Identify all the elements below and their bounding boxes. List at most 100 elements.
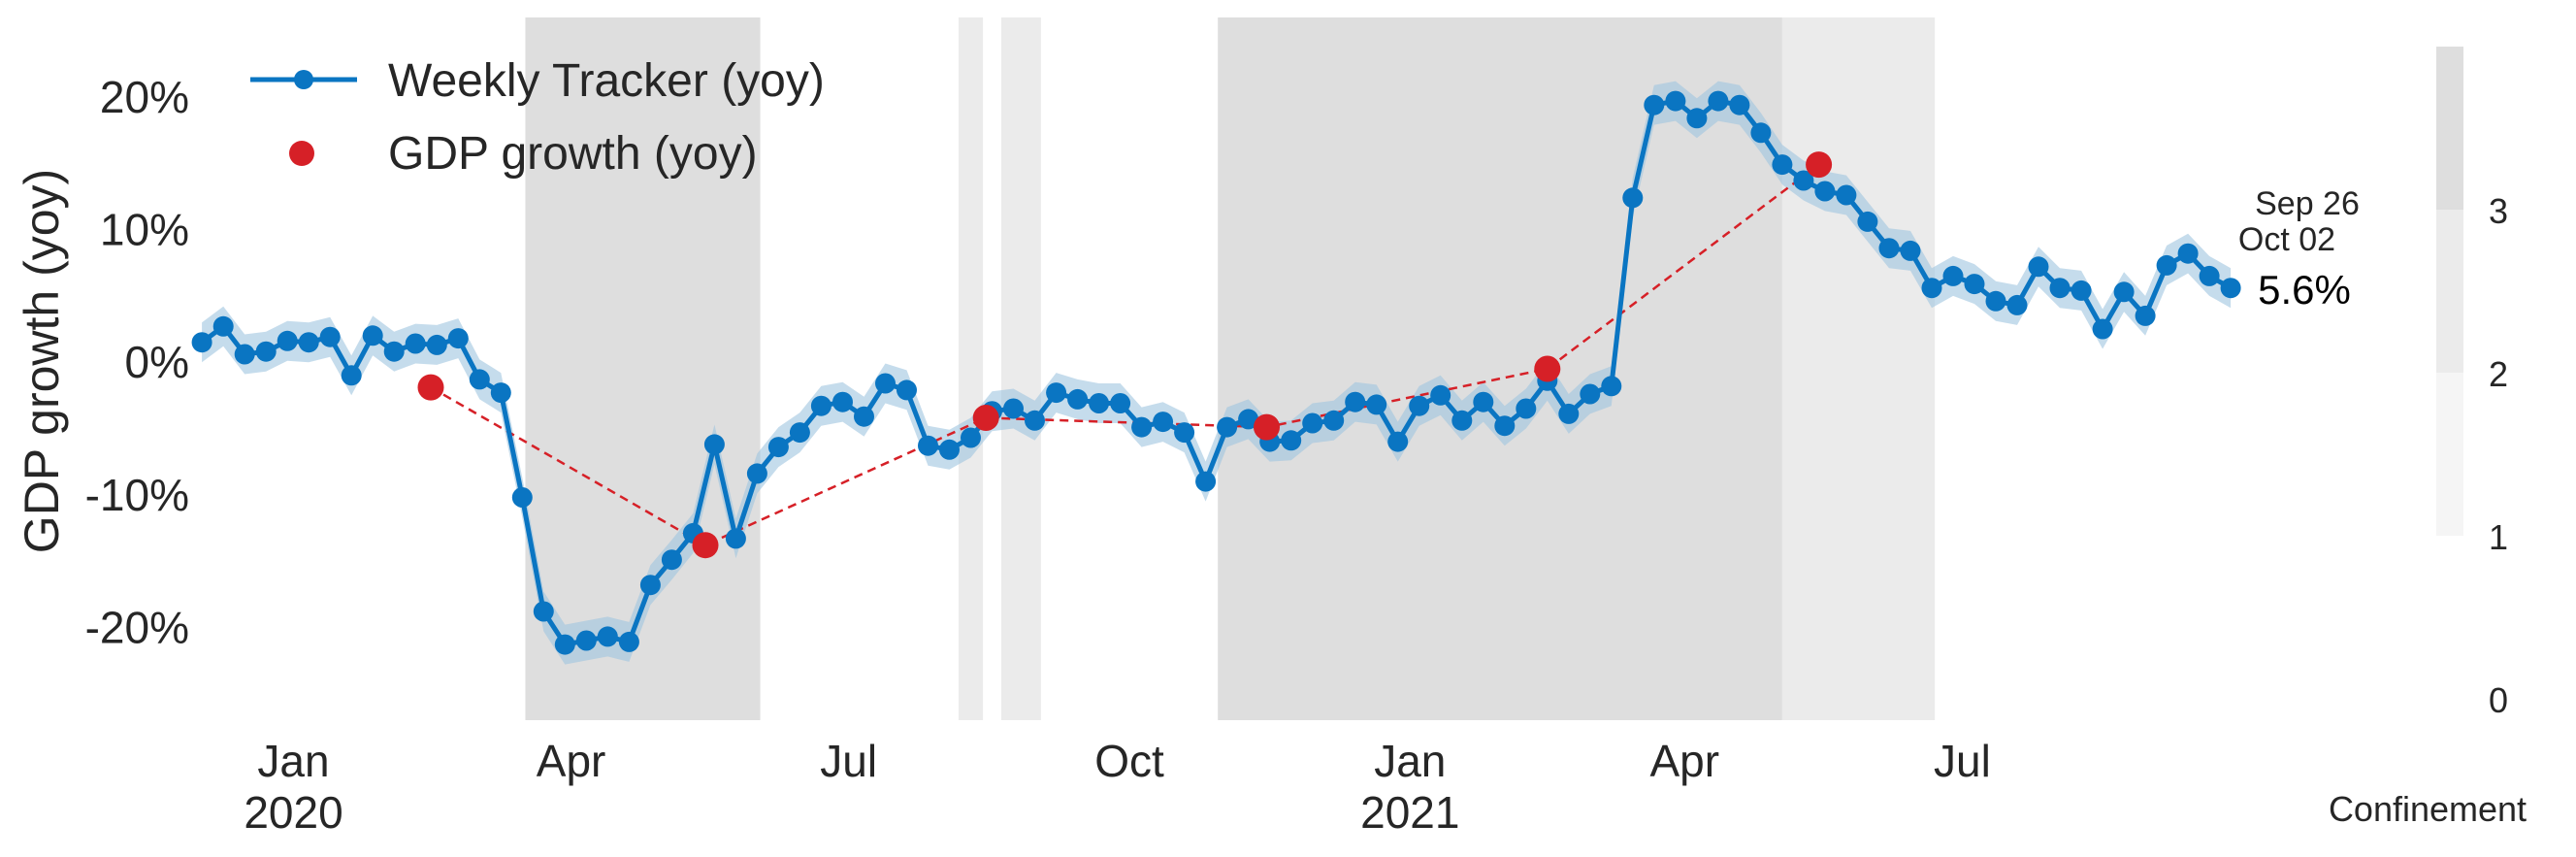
tracker-point — [1110, 393, 1131, 413]
tracker-point — [746, 463, 767, 484]
tracker-point — [426, 334, 447, 355]
colorbar-label: Confinement — [2329, 789, 2527, 829]
tracker-point — [2049, 278, 2071, 299]
colorbar-segment — [2436, 210, 2463, 373]
tracker-point — [961, 427, 981, 448]
tracker-point — [1601, 376, 1622, 397]
tracker-point — [1942, 265, 1964, 286]
colorbar-tick-label: 1 — [2489, 517, 2508, 557]
colorbar-segment — [2436, 47, 2463, 210]
tracker-point — [1622, 187, 1644, 209]
x-tick-label: Oct — [1094, 736, 1164, 786]
gdp-growth-points — [417, 151, 1833, 559]
y-tick-label: 0% — [125, 337, 189, 387]
tracker-point — [1665, 90, 1686, 112]
tracker-point — [191, 332, 212, 353]
tracker-point — [2113, 281, 2135, 303]
confinement-band — [1781, 17, 1936, 720]
tracker-point — [1686, 108, 1708, 129]
tracker-point — [1387, 431, 1409, 452]
tracker-point — [298, 332, 319, 353]
tracker-point — [1281, 430, 1302, 451]
tracker-point — [661, 549, 682, 571]
tracker-point — [1473, 391, 1494, 412]
gdp-point — [1534, 355, 1561, 382]
tracker-point — [405, 333, 426, 354]
tracker-point — [1900, 240, 1921, 261]
y-axis-ticks: 20% 10% 0% -10% -20% — [85, 72, 189, 652]
tracker-point — [1217, 416, 1238, 438]
gdp-point — [972, 405, 999, 431]
tracker-point — [1558, 403, 1580, 424]
tracker-point — [1708, 90, 1729, 112]
tracker-point — [511, 487, 533, 508]
tracker-point — [810, 395, 831, 416]
tracker-point — [234, 344, 255, 365]
colorbar-tick-label: 2 — [2489, 354, 2508, 394]
tracker-point — [2092, 318, 2113, 340]
tracker-point — [1516, 398, 1537, 419]
gdp-point — [1806, 151, 1833, 179]
tracker-point — [1238, 409, 1259, 430]
tracker-point — [447, 328, 469, 349]
tracker-point — [1985, 290, 2006, 312]
x-tick-label: Jan — [257, 736, 329, 786]
gdp-dashed-line — [430, 163, 1820, 547]
gdp-point — [1254, 413, 1280, 441]
legend: Weekly Tracker (yoy) GDP growth (yoy) — [250, 55, 825, 180]
tracker-point — [2006, 294, 2028, 315]
tracker-point — [1772, 154, 1793, 176]
tracker-point — [832, 391, 853, 412]
y-tick-label: 10% — [100, 205, 189, 255]
tracker-point — [725, 528, 746, 549]
tracker-point — [533, 601, 554, 622]
gdp-point — [692, 532, 719, 559]
confinement-band — [958, 17, 984, 720]
tracker-point — [2177, 243, 2199, 264]
tracker-point — [1153, 412, 1174, 433]
gdp-growth-line — [430, 163, 1820, 547]
x-tick-label: Jul — [1934, 736, 1991, 786]
tracker-point — [1729, 94, 1750, 115]
tracker-point — [341, 365, 362, 386]
tracker-point — [1174, 422, 1195, 444]
tracker-point — [2135, 305, 2156, 326]
tracker-point — [383, 341, 405, 362]
confinement-band — [1000, 17, 1041, 720]
legend-label-gdp: GDP growth (yoy) — [388, 128, 758, 180]
tracker-point — [789, 422, 810, 444]
tracker-point — [1793, 170, 1814, 191]
tracker-point — [639, 575, 661, 596]
tracker-point — [362, 325, 383, 346]
tracker-point — [875, 373, 896, 394]
tracker-point — [1409, 395, 1430, 416]
x-tick-label: Jan — [1374, 736, 1446, 786]
legend-tracker-dot-icon — [294, 70, 313, 89]
tracker-point — [1494, 415, 1516, 437]
tracker-point — [1430, 384, 1451, 406]
tracker-point — [469, 369, 490, 390]
x-tick-year: 2020 — [244, 787, 342, 838]
tracker-point — [2028, 256, 2049, 278]
colorbar-tick-label: 3 — [2489, 191, 2508, 231]
annotation-value: 5.6% — [2258, 267, 2351, 313]
tracker-point — [1750, 122, 1772, 144]
x-tick-year: 2021 — [1360, 787, 1459, 838]
tracker-point — [1878, 238, 1900, 259]
tracker-point — [1644, 94, 1665, 115]
tracker-point — [918, 435, 938, 456]
tracker-point — [1836, 184, 1857, 206]
tracker-point — [1089, 393, 1110, 413]
confinement-colorbar: 0 1 2 3 — [2436, 47, 2508, 720]
tracker-point — [255, 341, 277, 362]
tracker-point — [1345, 391, 1366, 412]
annotation-date-1: Sep 26 — [2255, 185, 2360, 222]
tracker-point — [1580, 383, 1601, 405]
confinement-bands — [525, 17, 1936, 720]
weekly-tracker-points — [191, 90, 2241, 655]
tracker-point — [1025, 410, 1045, 431]
tracker-point — [277, 330, 298, 351]
tracker-point — [1131, 416, 1153, 438]
